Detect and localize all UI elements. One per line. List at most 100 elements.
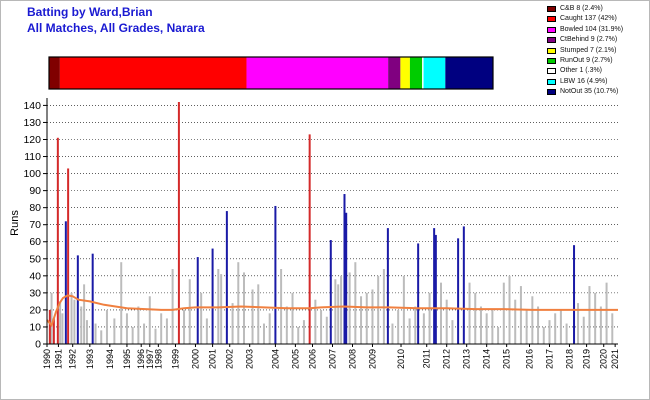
bar-caught xyxy=(177,102,180,344)
legend-swatch xyxy=(547,89,556,96)
y-axis-label: Runs xyxy=(9,210,21,236)
x-tick-label: 1996 xyxy=(136,349,146,369)
x-tick-label: 2005 xyxy=(290,349,300,369)
bar-innings xyxy=(605,282,608,344)
legend-swatch xyxy=(547,68,556,75)
dismissal-segment xyxy=(49,57,60,89)
bar-innings xyxy=(439,282,442,344)
y-tick-label: 30 xyxy=(29,287,41,299)
bar-notout xyxy=(274,205,277,344)
bar-innings xyxy=(143,323,146,344)
x-tick-label: 2019 xyxy=(582,349,592,369)
bar-notout xyxy=(343,194,346,344)
bar-innings xyxy=(231,303,234,344)
bar-notout xyxy=(573,245,576,344)
bar-innings xyxy=(137,306,140,344)
bar-innings xyxy=(205,318,208,344)
x-tick-label: 2001 xyxy=(208,349,218,369)
y-tick-label: 0 xyxy=(35,339,41,351)
y-tick-label: 130 xyxy=(23,117,41,129)
bar-notout xyxy=(433,228,436,344)
bar-innings xyxy=(468,282,471,344)
bar-innings xyxy=(402,275,405,344)
bar-innings xyxy=(154,328,157,344)
bar-notout xyxy=(462,226,465,344)
bar-innings xyxy=(525,309,528,344)
x-tick-label: 2010 xyxy=(396,349,406,369)
bar-innings xyxy=(73,299,76,344)
legend-label: Stumped 7 (2.1%) xyxy=(560,46,617,54)
y-tick-label: 60 xyxy=(29,236,41,248)
x-tick-label: 2006 xyxy=(308,349,318,369)
bar-innings xyxy=(360,296,363,344)
x-tick-label: 2009 xyxy=(367,349,377,369)
bar-innings xyxy=(502,282,505,344)
y-tick-label: 90 xyxy=(29,185,41,197)
bar-innings xyxy=(548,320,551,344)
bar-notout xyxy=(417,243,420,344)
bar-innings xyxy=(588,286,591,344)
bar-innings xyxy=(297,326,300,344)
y-tick-label: 140 xyxy=(23,100,41,112)
dismissal-segment xyxy=(400,57,410,89)
y-tick-label: 20 xyxy=(29,304,41,316)
bar-innings xyxy=(100,330,103,344)
y-tick-label: 40 xyxy=(29,270,41,282)
legend-item-ctbehind: CtBehind 9 (2.7%) xyxy=(547,35,649,45)
y-tick-label: 110 xyxy=(24,151,41,163)
bar-innings xyxy=(188,279,191,344)
x-tick-label: 2018 xyxy=(564,349,574,369)
x-tick-label: 2004 xyxy=(270,349,280,369)
y-tick-label: 100 xyxy=(23,168,41,180)
bar-innings xyxy=(371,289,374,344)
x-tick-label: 1990 xyxy=(42,349,52,369)
legend-item-other: Other 1 (.3%) xyxy=(547,66,649,76)
y-tick-label: 80 xyxy=(29,202,41,214)
bar-caught xyxy=(48,309,51,344)
legend-swatch xyxy=(547,6,556,12)
bar-innings xyxy=(514,299,517,344)
legend-swatch xyxy=(547,57,556,64)
bar-innings xyxy=(171,269,174,344)
bar-innings xyxy=(183,309,186,344)
legend-swatch xyxy=(547,37,556,44)
dismissal-segment xyxy=(422,57,424,89)
bar-innings xyxy=(554,313,557,344)
bar-innings xyxy=(531,296,534,344)
x-tick-label: 1998 xyxy=(153,349,163,369)
bar-innings xyxy=(50,292,53,344)
legend-item-lbw: LBW 16 (4.9%) xyxy=(547,77,649,87)
bar-innings xyxy=(599,306,602,344)
x-tick-label: 2013 xyxy=(462,349,472,369)
bar-innings xyxy=(120,262,123,344)
bar-innings xyxy=(340,275,343,344)
x-tick-label: 1993 xyxy=(85,349,95,369)
bar-innings xyxy=(268,313,271,344)
legend-label: C&B 8 (2.4%) xyxy=(560,5,603,12)
bar-caught xyxy=(56,137,59,344)
bar-innings xyxy=(262,323,265,344)
bar-innings xyxy=(148,296,151,344)
bar-innings xyxy=(391,323,394,344)
x-tick-label: 1994 xyxy=(105,349,115,369)
bar-innings xyxy=(285,306,288,344)
bar-innings xyxy=(577,303,580,344)
bar-innings xyxy=(242,272,245,344)
bar-innings xyxy=(565,323,568,344)
bar-innings xyxy=(537,306,540,344)
legend-label: Bowled 104 (31.9%) xyxy=(560,25,624,33)
x-tick-label: 2020 xyxy=(599,349,609,369)
legend-label: RunOut 9 (2.7%) xyxy=(560,56,613,64)
bar-innings xyxy=(257,284,260,344)
bar-innings xyxy=(334,279,337,344)
x-tick-label: 2002 xyxy=(225,349,235,369)
x-tick-label: 2000 xyxy=(190,349,200,369)
bar-innings xyxy=(408,318,411,344)
dismissal-segment xyxy=(246,57,389,89)
y-tick-label: 120 xyxy=(23,134,41,146)
x-tick-label: 2021 xyxy=(610,349,620,369)
bar-innings xyxy=(70,292,73,344)
legend-item-runout: RunOut 9 (2.7%) xyxy=(547,56,649,66)
legend-label: CtBehind 9 (2.7%) xyxy=(560,36,618,44)
